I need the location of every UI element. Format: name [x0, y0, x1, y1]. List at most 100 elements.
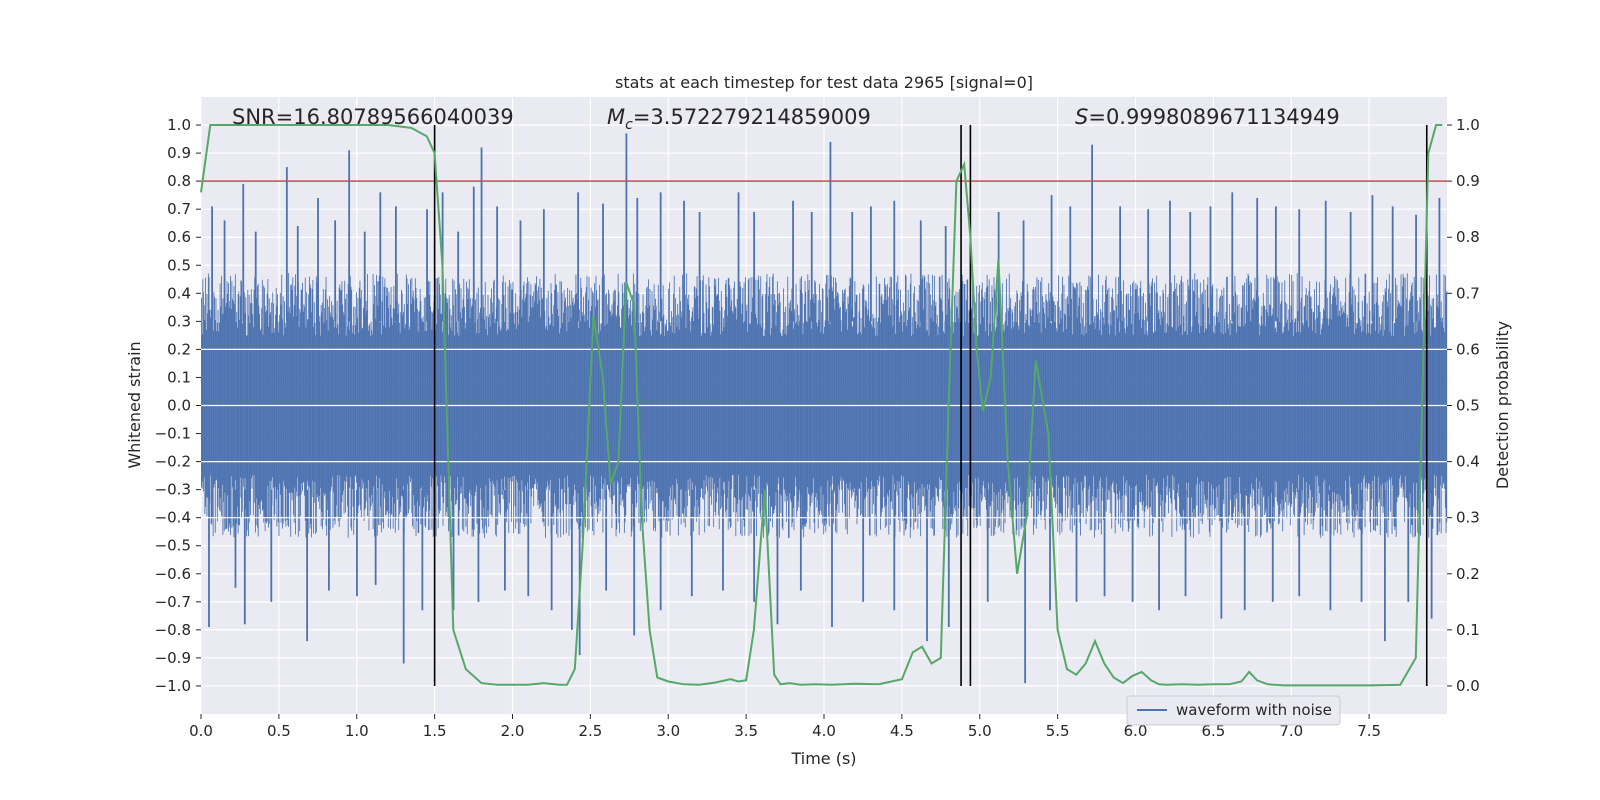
waveform-segment — [377, 305, 379, 489]
waveform-segment — [347, 284, 349, 538]
waveform-segment — [673, 275, 675, 501]
waveform-segment — [1370, 334, 1372, 533]
waveform-segment — [1109, 334, 1111, 492]
waveform-segment — [1306, 320, 1308, 508]
waveform-spike-up — [379, 192, 382, 322]
waveform-segment — [693, 321, 695, 532]
waveform-segment — [478, 333, 480, 535]
waveform-segment — [1415, 280, 1417, 537]
waveform-segment — [992, 297, 994, 484]
waveform-segment — [1161, 317, 1163, 501]
waveform-segment — [753, 314, 755, 487]
waveform-segment — [1246, 278, 1248, 496]
waveform-segment — [1303, 306, 1305, 536]
waveform-segment — [767, 295, 769, 536]
waveform-segment — [630, 325, 632, 537]
waveform-segment — [605, 294, 607, 500]
waveform-segment — [1316, 281, 1318, 503]
left-y-tick-label: −0.5 — [155, 537, 191, 555]
waveform-spike-down — [1184, 489, 1187, 597]
waveform-segment — [675, 298, 677, 505]
waveform-segment — [974, 302, 976, 479]
waveform-segment — [1348, 292, 1350, 524]
waveform-segment — [291, 289, 293, 501]
waveform-segment — [810, 328, 812, 496]
waveform-segment — [768, 287, 770, 533]
waveform-segment — [1231, 323, 1232, 520]
waveform-spike-up — [1169, 200, 1171, 322]
waveform-spike-up — [659, 192, 662, 322]
waveform-segment — [556, 308, 558, 510]
waveform-segment — [746, 304, 748, 477]
x-tick-label: 3.5 — [734, 722, 758, 740]
waveform-segment — [1244, 323, 1246, 490]
waveform-spike-up — [1324, 200, 1327, 322]
waveform-segment — [230, 308, 232, 477]
waveform-segment — [353, 334, 355, 520]
waveform-segment — [405, 324, 407, 516]
waveform-segment — [548, 316, 550, 486]
waveform-segment — [756, 324, 758, 508]
waveform-segment — [346, 293, 348, 477]
waveform-segment — [477, 319, 479, 518]
waveform-segment — [1260, 315, 1262, 536]
waveform-segment — [404, 328, 406, 520]
waveform-segment — [1199, 332, 1201, 484]
waveform-segment — [995, 327, 997, 519]
waveform-segment — [929, 294, 931, 512]
waveform-segment — [908, 310, 910, 486]
waveform-segment — [474, 321, 476, 497]
waveform-segment — [250, 302, 251, 516]
waveform-segment — [1330, 284, 1331, 503]
waveform-segment — [795, 284, 797, 487]
waveform-segment — [1065, 298, 1067, 496]
waveform-segment — [1055, 305, 1057, 508]
waveform-segment — [1062, 331, 1064, 477]
waveform-segment — [866, 315, 868, 493]
waveform-segment — [426, 320, 428, 496]
waveform-segment — [401, 292, 403, 497]
waveform-segment — [1257, 274, 1259, 504]
waveform-segment — [268, 298, 270, 524]
waveform-segment — [684, 275, 686, 508]
waveform-segment — [887, 296, 889, 497]
waveform-segment — [1208, 307, 1210, 483]
waveform-segment — [313, 302, 315, 503]
waveform-segment — [568, 321, 570, 536]
waveform-segment — [707, 327, 708, 492]
waveform-segment — [1242, 285, 1244, 515]
waveform-segment — [379, 322, 381, 526]
waveform-segment — [792, 312, 794, 523]
waveform-spike-up — [457, 231, 460, 322]
waveform-segment — [1128, 309, 1130, 529]
waveform-segment — [1363, 296, 1365, 476]
waveform-segment — [1085, 333, 1087, 525]
waveform-segment — [1363, 316, 1365, 479]
waveform-spike-up — [1415, 214, 1417, 322]
waveform-segment — [744, 321, 746, 536]
waveform-segment — [517, 306, 519, 483]
waveform-segment — [722, 331, 724, 505]
waveform-segment — [1408, 311, 1410, 505]
waveform-segment — [647, 308, 649, 490]
waveform-segment — [848, 303, 850, 491]
waveform-segment — [447, 298, 449, 518]
waveform-segment — [898, 321, 900, 482]
waveform-segment — [554, 289, 555, 494]
waveform-segment — [1073, 286, 1075, 485]
waveform-segment — [1429, 275, 1430, 519]
waveform-segment — [331, 301, 332, 487]
waveform-segment — [349, 275, 351, 477]
waveform-segment — [952, 304, 953, 519]
x-tick-label: 0.5 — [267, 722, 291, 740]
waveform-segment — [648, 305, 650, 482]
waveform-segment — [944, 320, 946, 492]
waveform-segment — [1334, 275, 1336, 493]
waveform-segment — [497, 298, 499, 495]
waveform-segment — [1243, 326, 1245, 519]
waveform-segment — [810, 299, 812, 507]
waveform-segment — [439, 283, 440, 514]
waveform-segment — [961, 274, 963, 494]
waveform-segment — [1037, 279, 1039, 515]
waveform-segment — [650, 335, 652, 501]
